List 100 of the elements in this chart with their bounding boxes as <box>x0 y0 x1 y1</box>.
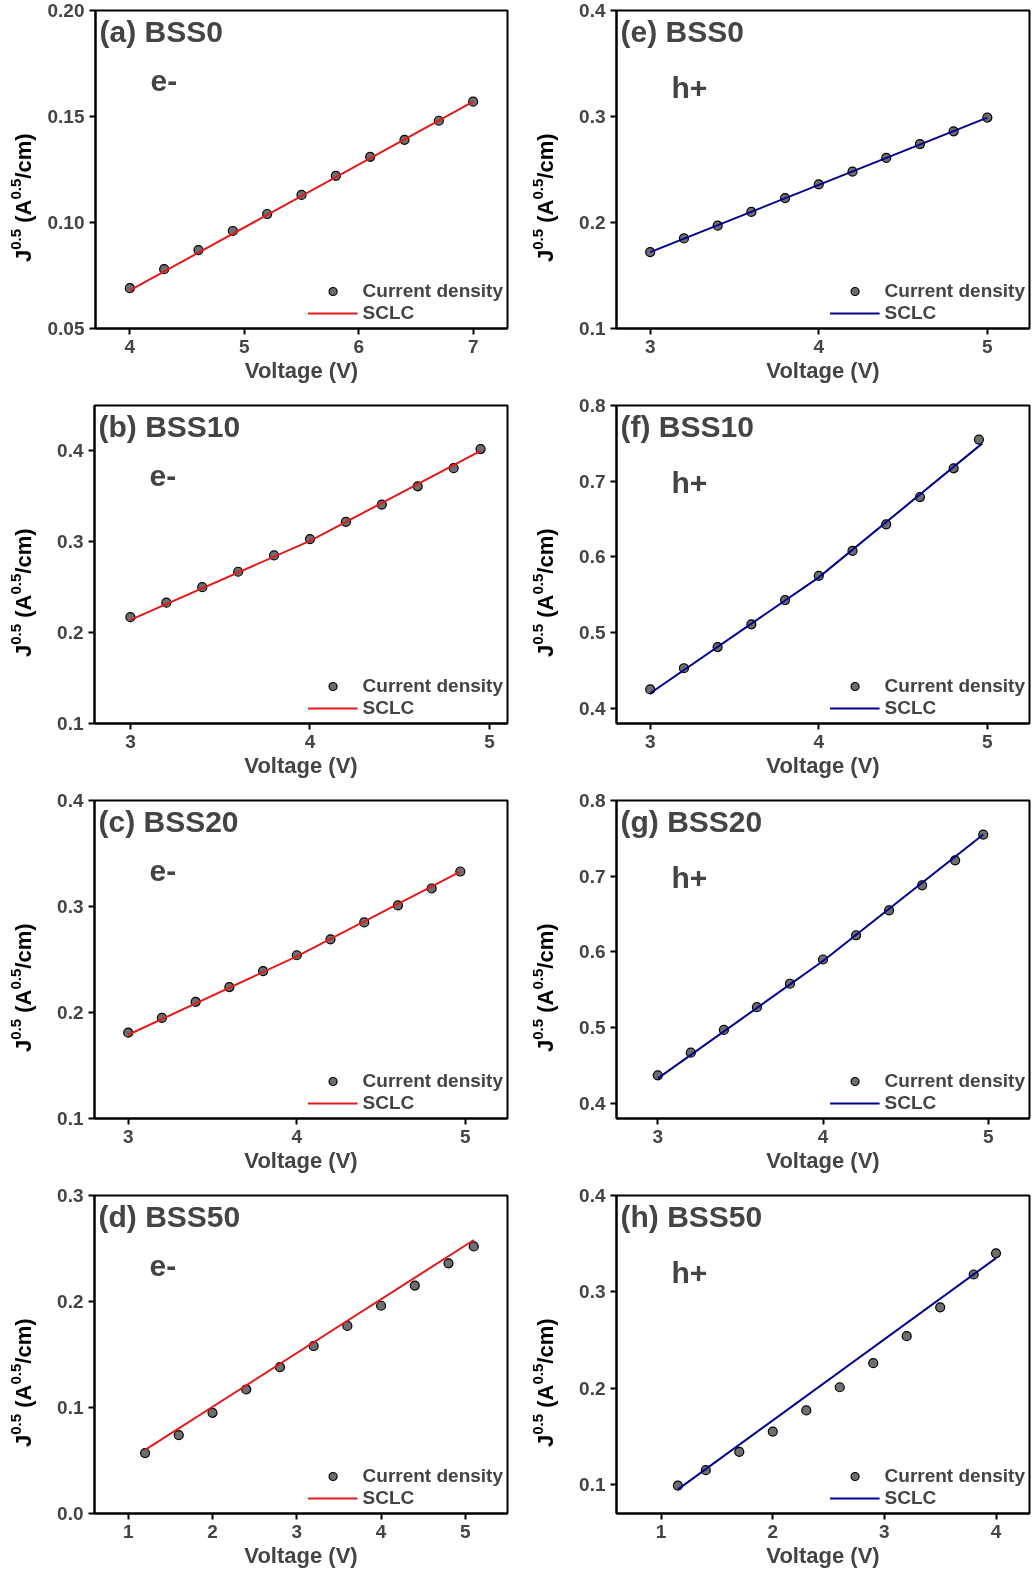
y-tick-label: 0.3 <box>57 531 84 553</box>
y-tick-label: 0.15 <box>47 106 85 127</box>
point <box>734 1446 745 1457</box>
y-tick-label: 0.2 <box>57 1002 84 1023</box>
chart-title: (e) BSS0 <box>620 14 744 48</box>
point <box>901 1331 912 1342</box>
x-tick-label: 3 <box>652 1125 664 1147</box>
annotation: h+ <box>671 465 708 499</box>
x-tick-label: 5 <box>982 730 994 752</box>
chart-title: (d) BSS50 <box>98 1199 241 1233</box>
legend-label: SCLC <box>362 1487 415 1509</box>
legend-label: Current density <box>884 1070 1025 1092</box>
y-tick-label: 0.4 <box>579 0 606 21</box>
x-tick-label: 2 <box>207 1520 218 1542</box>
point <box>173 1429 184 1441</box>
annotation: e- <box>149 458 177 492</box>
y-tick-label: 0.2 <box>57 622 84 644</box>
y-tick-label: 0.8 <box>579 395 606 416</box>
y-tick-label: 0.1 <box>57 713 84 734</box>
legend-label: SCLC <box>884 1092 937 1114</box>
y-tick-label: 0.7 <box>579 865 606 887</box>
x-tick-label: 3 <box>291 1520 303 1542</box>
point <box>468 1241 479 1252</box>
x-tick-label: 3 <box>644 335 656 357</box>
legend-label: SCLC <box>362 302 415 324</box>
y-tick-label: 0.4 <box>57 790 84 811</box>
legend-label: Current density <box>362 1070 503 1092</box>
legend-label: Current density <box>362 280 503 302</box>
y-tick-label: 0.6 <box>579 546 606 568</box>
y-tick-label: 0.2 <box>579 1377 606 1399</box>
x-tick-label: 1 <box>122 1520 134 1542</box>
x-axis-title: Voltage (V) <box>244 357 359 383</box>
legend-label: Current density <box>362 1465 503 1487</box>
legend-label: SCLC <box>884 697 937 719</box>
x-tick-label: 1 <box>655 1520 667 1542</box>
y-tick-label: 0.4 <box>579 1092 606 1114</box>
x-tick-label: 6 <box>353 335 365 357</box>
legend-label: SCLC <box>884 302 937 324</box>
point <box>409 1280 420 1291</box>
x-tick-label: 5 <box>460 1125 472 1147</box>
legend-label: SCLC <box>362 1092 415 1114</box>
y-tick-label: 0.4 <box>579 1185 606 1206</box>
point <box>139 1447 151 1459</box>
legend-label: Current density <box>884 1465 1025 1487</box>
point <box>207 1407 218 1418</box>
annotation: e- <box>149 853 177 887</box>
x-tick-label: 4 <box>304 730 316 752</box>
annotation: e- <box>149 1248 177 1282</box>
x-axis-title: Voltage (V) <box>766 1147 880 1173</box>
x-tick-label: 5 <box>484 730 496 752</box>
x-tick-label: 4 <box>817 1125 829 1147</box>
x-tick-label: 2 <box>767 1520 779 1542</box>
chart-title: (g) BSS20 <box>620 804 763 838</box>
point <box>868 1358 879 1369</box>
y-tick-label: 0.20 <box>47 0 85 21</box>
point <box>342 1320 353 1331</box>
y-tick-label: 0.2 <box>57 1291 84 1312</box>
x-tick-label: 4 <box>291 1125 303 1147</box>
x-axis-title: Voltage (V) <box>244 1147 358 1173</box>
y-tick-label: 0.3 <box>57 1185 84 1206</box>
x-tick-label: 5 <box>982 335 994 357</box>
y-tick-label: 0.7 <box>579 470 606 492</box>
annotation: e- <box>150 63 178 97</box>
y-tick-label: 0.5 <box>579 622 606 644</box>
legend-label: Current density <box>362 675 503 697</box>
point <box>935 1302 946 1313</box>
y-tick-label: 0.3 <box>579 1281 606 1303</box>
y-tick-label: 0.4 <box>57 440 84 462</box>
chart-title: (h) BSS50 <box>620 1199 763 1233</box>
x-tick-label: 3 <box>125 730 136 752</box>
point <box>834 1382 845 1393</box>
x-tick-label: 3 <box>879 1520 890 1542</box>
x-tick-label: 4 <box>813 730 825 752</box>
point <box>443 1258 454 1269</box>
x-tick-label: 5 <box>982 1125 994 1147</box>
chart-title: (b) BSS10 <box>98 409 241 443</box>
chart-title: (c) BSS20 <box>98 804 239 838</box>
legend-label: SCLC <box>362 697 415 719</box>
annotation: h+ <box>671 1255 708 1289</box>
x-axis-title: Voltage (V) <box>766 1542 880 1568</box>
x-tick-label: 3 <box>122 1125 134 1147</box>
annotation: h+ <box>671 860 708 894</box>
x-axis-title: Voltage (V) <box>244 1542 358 1568</box>
point <box>973 434 985 445</box>
y-tick-label: 0.05 <box>47 318 85 339</box>
y-tick-label: 0.1 <box>57 1108 84 1129</box>
x-tick-label: 4 <box>813 335 825 357</box>
y-tick-label: 0.4 <box>579 697 606 719</box>
y-tick-label: 0.2 <box>579 212 606 233</box>
x-axis-title: Voltage (V) <box>244 752 358 778</box>
y-tick-label: 0.0 <box>57 1503 84 1524</box>
point <box>767 1426 778 1437</box>
chart-title: (f) BSS10 <box>620 409 754 443</box>
y-tick-label: 0.3 <box>579 106 606 127</box>
legend-label: Current density <box>884 280 1025 302</box>
chart-title: (a) BSS0 <box>99 14 223 48</box>
y-tick-label: 0.1 <box>579 1474 606 1496</box>
legend-label: SCLC <box>884 1487 937 1509</box>
point <box>990 1248 1002 1259</box>
x-axis-title: Voltage (V) <box>766 752 880 778</box>
